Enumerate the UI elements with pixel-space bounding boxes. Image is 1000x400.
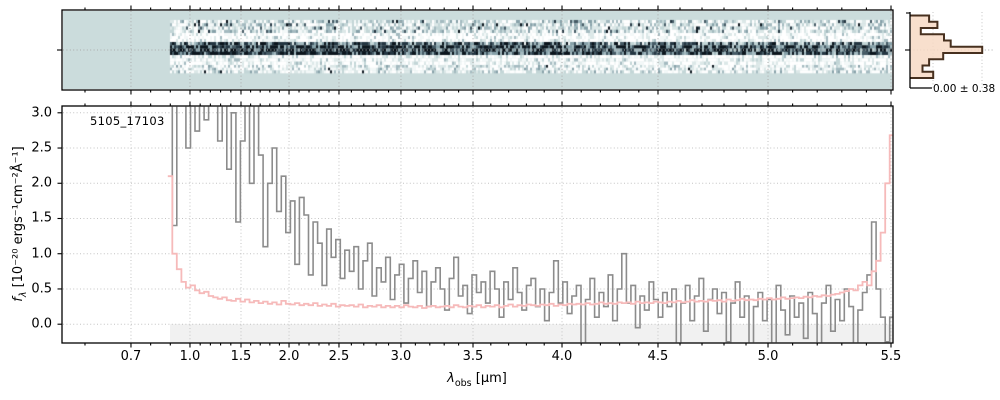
y-tick-label: 1.0 (31, 246, 52, 262)
x-tick-label: 0.7 (120, 349, 142, 364)
hist-stats-label: 0.00 ± 0.38 (933, 83, 996, 95)
source-id-label: 5105_17103 (90, 114, 165, 128)
x-tick-label: 3.0 (390, 349, 412, 364)
x-tick-label: 4.0 (551, 349, 573, 364)
x-tick-label: 2.5 (328, 349, 350, 364)
x-tick-label: 2.0 (278, 349, 300, 364)
y-tick-label: 2.5 (31, 140, 52, 156)
y-tick-label: 1.5 (31, 210, 52, 226)
x-axis-label-symbol: λ (447, 371, 455, 387)
x-tick-label: 3.5 (462, 349, 484, 364)
x-axis-label-subscript: obs (454, 377, 472, 389)
y-tick-label: 2.0 (31, 175, 52, 191)
noise-histogram (910, 14, 984, 79)
x-tick-label: 1.5 (230, 349, 252, 364)
1d-panel-border (61, 105, 894, 344)
x-tick-label: 1.0 (179, 349, 201, 364)
x-tick-label: 5.0 (757, 349, 779, 364)
x-tick-label: 5.5 (880, 349, 902, 364)
x-axis-label-unit: [μm] (471, 371, 507, 387)
y-tick-label: 0.0 (31, 316, 52, 332)
y-tick-label: 3.0 (31, 105, 52, 121)
x-axis-label: λobs [μm] (447, 371, 507, 389)
flux-spectrum-line (171, 106, 893, 343)
y-tick-label: 0.5 (31, 281, 52, 297)
x-tick-label: 4.5 (647, 349, 669, 364)
uncertainty-line (167, 134, 893, 309)
below-zero-band (170, 324, 893, 343)
y-axis-label-symbol: f (11, 297, 27, 302)
